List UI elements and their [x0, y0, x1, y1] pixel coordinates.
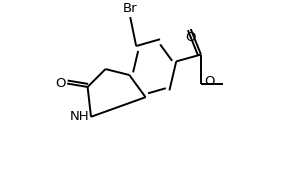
Text: O: O — [204, 75, 215, 88]
Text: O: O — [186, 31, 196, 44]
Text: O: O — [55, 77, 65, 90]
Text: NH: NH — [70, 110, 89, 123]
Text: Br: Br — [123, 2, 138, 15]
